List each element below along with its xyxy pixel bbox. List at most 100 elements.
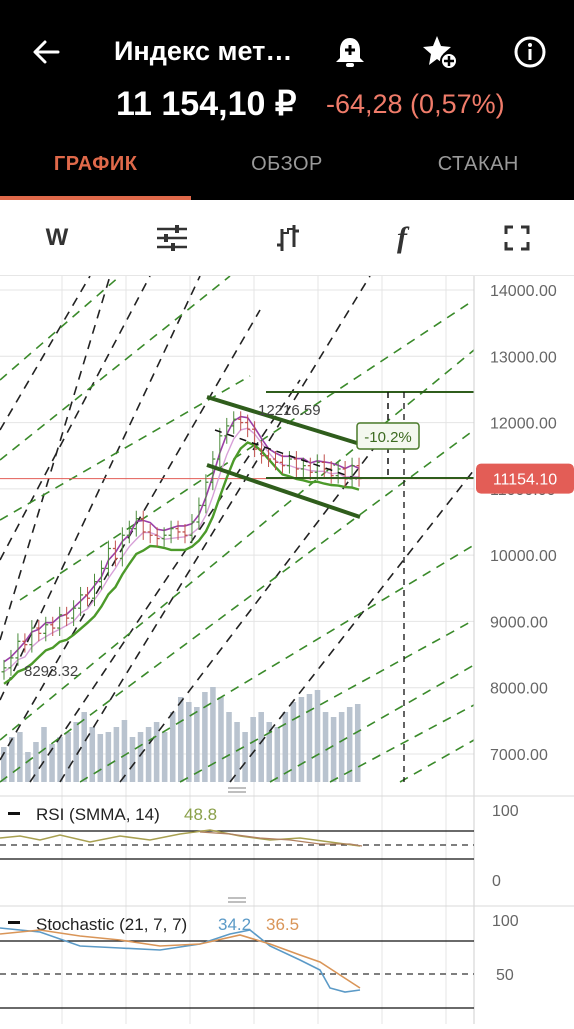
app-header: Индекс мет… 11 154,10 ₽ -64,28 (0,57%) Г… bbox=[0, 0, 574, 200]
fan-line bbox=[269, 664, 475, 783]
high-label: 12216.59 bbox=[258, 402, 321, 419]
chart-type-button[interactable] bbox=[268, 218, 308, 258]
chart-toolbar: W f bbox=[0, 200, 574, 276]
price-axis-label: 7000.00 bbox=[490, 747, 548, 764]
fan-line bbox=[399, 739, 475, 783]
volume-bar bbox=[226, 712, 232, 782]
volume-bar bbox=[218, 697, 224, 782]
bell-add-icon bbox=[336, 38, 364, 67]
volume-bar bbox=[41, 727, 47, 782]
volume-bar bbox=[1, 747, 7, 782]
fan-line bbox=[0, 349, 475, 741]
rsi-legend-marker bbox=[8, 812, 20, 815]
measure-box[interactable]: -10.2% bbox=[356, 422, 420, 450]
instrument-title: Индекс мет… bbox=[114, 36, 293, 66]
moving-average-mid bbox=[3, 427, 360, 673]
volume-bar bbox=[57, 737, 63, 782]
volume-bar bbox=[258, 712, 264, 782]
rsi-pane[interactable]: RSI (SMMA, 14) 48.8 100 0 bbox=[0, 787, 574, 890]
price-axis-label: 9000.00 bbox=[490, 614, 548, 631]
chart-area[interactable]: 14000.0013000.0012000.0011000.0010000.00… bbox=[0, 275, 574, 1024]
stochastic-name: Stochastic (21, 7, 7) bbox=[36, 915, 187, 934]
volume-bar bbox=[242, 732, 248, 782]
chart-canvas[interactable]: 14000.0013000.0012000.0011000.0010000.00… bbox=[0, 275, 574, 1024]
fan-line bbox=[0, 275, 201, 701]
fan-line bbox=[119, 439, 381, 783]
rsi-value: 48.8 bbox=[184, 805, 217, 824]
volume-bar bbox=[346, 707, 353, 782]
volume-bar bbox=[338, 712, 345, 782]
volume-bar bbox=[274, 727, 281, 782]
stochastic-k-line bbox=[0, 927, 361, 993]
volume-bar bbox=[73, 722, 79, 782]
indicator-settings-icon bbox=[157, 225, 187, 251]
rsi-drag-handle[interactable] bbox=[228, 787, 246, 793]
fan-line bbox=[0, 375, 251, 521]
price-axis-label: 10000.00 bbox=[490, 548, 557, 565]
stochastic-drag-handle[interactable] bbox=[228, 897, 246, 903]
channel-upper-line bbox=[206, 395, 361, 446]
tab-overview[interactable]: ОБЗОР bbox=[251, 153, 323, 175]
volume-bar bbox=[25, 752, 31, 782]
volume-bar bbox=[161, 732, 168, 782]
volume-bar bbox=[153, 722, 160, 782]
tab-chart[interactable]: ГРАФИК bbox=[0, 140, 192, 200]
price-axis-label: 13000.00 bbox=[490, 349, 557, 366]
current-price-tag-label: 11154.10 bbox=[493, 472, 557, 489]
volume-bar bbox=[194, 707, 200, 782]
volume-bar bbox=[89, 727, 96, 782]
volume-bar bbox=[17, 732, 23, 782]
period-selector[interactable]: W bbox=[45, 224, 69, 251]
fullscreen-button[interactable] bbox=[497, 218, 537, 258]
volume-bar bbox=[65, 732, 71, 782]
volume-bar bbox=[322, 712, 329, 782]
volume-bar bbox=[169, 712, 176, 782]
low-label: 8293.32 bbox=[24, 663, 78, 680]
stochastic-k-value: 34.2 bbox=[218, 915, 251, 934]
add-alert-button[interactable] bbox=[330, 32, 370, 72]
volume-bar bbox=[9, 737, 15, 782]
measure-label: -10.2% bbox=[364, 429, 412, 446]
volume-bar bbox=[177, 697, 184, 782]
info-button[interactable] bbox=[510, 32, 550, 72]
tab-orderbook[interactable]: СТАКАН bbox=[437, 153, 519, 175]
price-axis-label: 8000.00 bbox=[490, 681, 548, 698]
fan-line bbox=[0, 275, 231, 461]
volume-bar bbox=[234, 722, 240, 782]
volume-bar bbox=[298, 697, 305, 782]
fan-line bbox=[179, 619, 475, 783]
volume-bar bbox=[137, 732, 144, 782]
back-button[interactable] bbox=[26, 32, 66, 72]
price-change: -64,28 (0,57%) bbox=[326, 89, 505, 119]
add-favorite-button[interactable] bbox=[420, 32, 460, 72]
price-axis-label: 14000.00 bbox=[490, 283, 557, 300]
volume-bar bbox=[186, 702, 192, 782]
volume-bar bbox=[250, 717, 256, 782]
indicator-settings-button[interactable] bbox=[152, 218, 192, 258]
volume-bar bbox=[105, 732, 112, 782]
volume-bar bbox=[266, 722, 273, 782]
volume-bar bbox=[113, 727, 120, 782]
volume-bar bbox=[121, 720, 128, 782]
volume-bar bbox=[210, 687, 216, 782]
chart-type-icon bbox=[277, 225, 299, 251]
fan-line bbox=[79, 544, 475, 783]
moving-average-fast bbox=[3, 415, 360, 663]
back-arrow-icon bbox=[33, 40, 60, 64]
rsi-axis-0: 0 bbox=[492, 873, 501, 890]
volume-bar bbox=[290, 702, 297, 782]
volume-bar bbox=[354, 704, 361, 782]
volume-bar bbox=[81, 712, 87, 782]
info-icon bbox=[514, 36, 546, 68]
star-add-icon bbox=[423, 36, 458, 70]
rsi-line bbox=[0, 829, 361, 847]
stochastic-axis-50: 50 bbox=[496, 967, 514, 984]
fan-line bbox=[329, 704, 475, 783]
rsi-axis-100: 100 bbox=[492, 803, 519, 820]
stochastic-pane[interactable]: Stochastic (21, 7, 7) 34.2 36.5 100 50 bbox=[0, 897, 574, 1009]
function-button[interactable]: f bbox=[397, 221, 407, 254]
fan-line bbox=[0, 275, 111, 641]
volume-bar bbox=[97, 734, 104, 782]
stochastic-d-line bbox=[0, 929, 361, 989]
volume-bar bbox=[49, 744, 55, 782]
